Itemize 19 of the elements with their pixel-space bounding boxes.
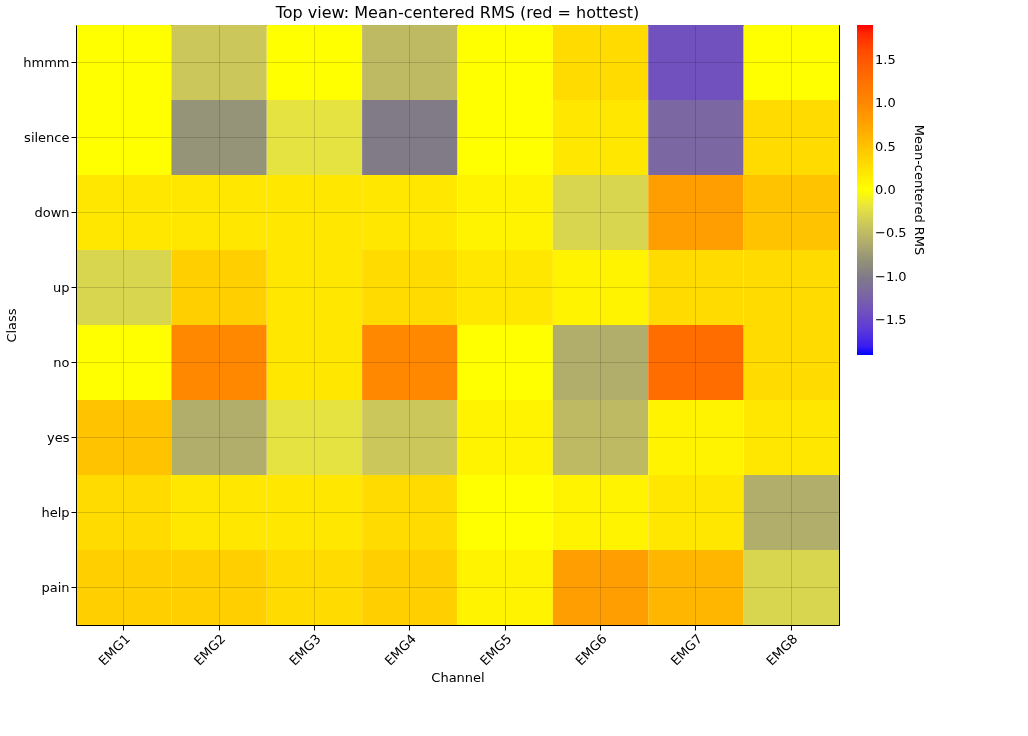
color-bar-label: 0.0 <box>875 182 896 197</box>
color-bar-label: 0.5 <box>875 138 896 154</box>
color-bar-label: 1.0 <box>875 95 896 111</box>
y-tick-label: silence <box>24 129 70 145</box>
color-bar-label: −1.5 <box>875 312 907 328</box>
y-tick-label: help <box>41 504 70 520</box>
y-tick-label: down <box>34 204 70 220</box>
y-tick-label: hmmm <box>23 54 70 70</box>
x-axis-title: Channel <box>431 670 485 686</box>
color-bar-label: −0.5 <box>875 225 907 241</box>
y-tick-label: yes <box>47 429 70 445</box>
chart-title: Top view: Mean-centered RMS (red = hottest) <box>274 3 640 22</box>
color-bar-label: 1.5 <box>875 51 896 67</box>
y-tick-label: pain <box>41 579 70 595</box>
y-axis-title: Class <box>4 308 20 343</box>
color-bar-label: −1.0 <box>875 268 907 284</box>
color-bar-title: Mean-centered RMS <box>912 124 927 256</box>
y-tick-label: up <box>53 279 70 295</box>
y-tick-label: no <box>53 354 70 370</box>
